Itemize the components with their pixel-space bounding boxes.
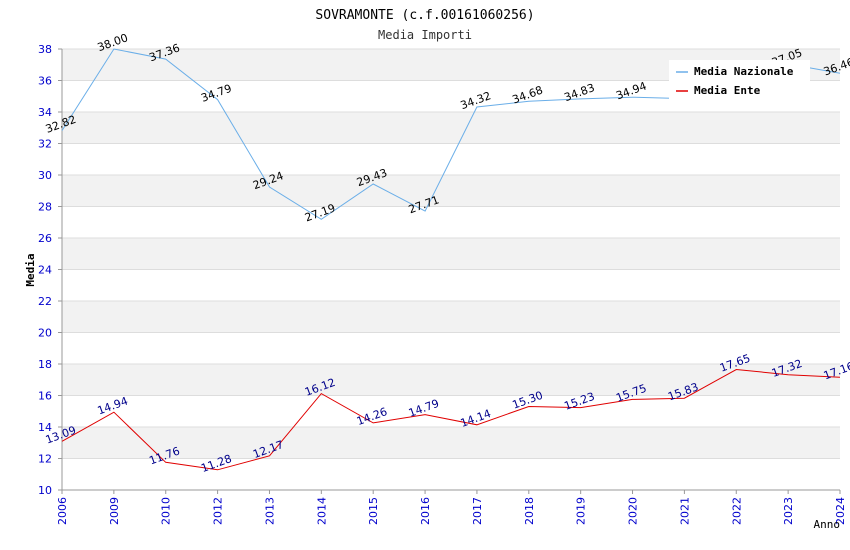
plot-band [62,364,840,396]
x-tick-label: 2014 [315,497,328,525]
x-tick-label: 2012 [212,497,225,525]
plot-band [62,112,840,144]
y-tick-label: 16 [38,390,52,403]
plot-band [62,238,840,270]
y-tick-label: 12 [38,453,52,466]
x-tick-label: 2006 [56,497,69,525]
gridlines [61,48,840,491]
plot-band [62,269,840,301]
x-tick-label: 2015 [367,497,380,525]
plot-band [62,175,840,207]
chart-subtitle: Media Importi [378,28,472,42]
x-tick-label: 2013 [263,497,276,525]
x-axis-ticks: 2006 2009 2010 2012 2013 2014 2015 2016 2017 2018… [56,490,847,525]
plot-band [62,427,840,459]
legend-label-media-ente: Media Ente [694,84,761,97]
y-tick-label: 38 [38,43,52,56]
x-tick-label: 2016 [419,497,432,525]
y-tick-label: 22 [38,295,52,308]
x-axis-label: Anno [814,518,841,531]
x-tick-label: 2019 [575,497,588,525]
background-bands [62,49,840,490]
x-tick-label: 2021 [678,497,691,525]
x-tick-label: 2010 [160,497,173,525]
plot-band [62,395,840,427]
y-tick-label: 20 [38,327,52,340]
y-tick-label: 30 [38,169,52,182]
y-tick-label: 14 [38,421,52,434]
plot-band [62,332,840,364]
plot-band [62,301,840,333]
y-tick-label: 24 [38,264,52,277]
plot-band [62,206,840,238]
y-tick-label: 18 [38,358,52,371]
x-tick-label: 2017 [471,497,484,525]
x-tick-label: 2009 [108,497,121,525]
y-tick-label: 28 [38,201,52,214]
legend-label-media-nazionale: Media Nazionale [694,65,794,78]
y-axis-label: Media [24,253,37,286]
y-axis-ticks: 10 12 14 16 18 20 22 24 26 28 30 32 34 36 38 [38,43,62,497]
legend: Media Nazionale Media Ente [669,60,810,102]
x-tick-label: 2020 [627,497,640,525]
x-tick-label: 2022 [730,497,743,525]
y-tick-label: 26 [38,232,52,245]
series-line-media-ente [61,368,841,471]
x-tick-label: 2018 [523,497,536,525]
y-tick-label: 36 [38,75,52,88]
x-tick-label: 2024 [834,497,847,525]
legend-box [669,60,810,102]
x-tick-label: 2023 [782,497,795,525]
y-tick-label: 34 [38,106,52,119]
plot-band [62,458,840,490]
y-tick-label: 10 [38,484,52,497]
chart-title: SOVRAMONTE (c.f.00161060256) [315,8,534,23]
y-tick-label: 32 [38,138,52,151]
